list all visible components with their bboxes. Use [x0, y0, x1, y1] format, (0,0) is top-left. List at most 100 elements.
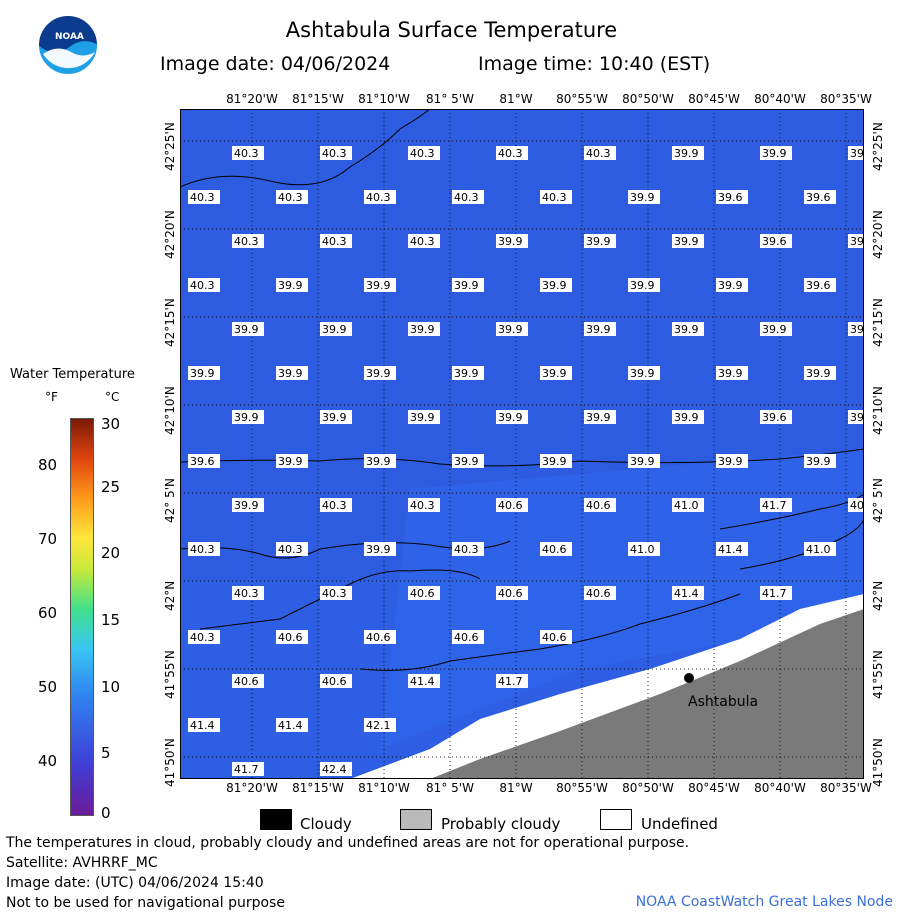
city-label: Ashtabula: [688, 694, 758, 710]
temp-label: 39.9: [762, 147, 787, 160]
temp-label: 40.3: [542, 191, 567, 204]
temp-label: 39.9: [234, 499, 259, 512]
temp-label: 39.9: [322, 323, 347, 336]
temp-label: 39: [850, 323, 864, 336]
latitude-label: 42°25'N: [163, 122, 177, 171]
image-time: Image time: 10:40 (EST): [478, 53, 711, 75]
temp-label-bg: [804, 542, 836, 556]
land-area: [430, 609, 864, 779]
longitude-label: 80°55'W: [556, 92, 608, 106]
temp-label-bg: [540, 454, 572, 468]
temp-label: 40.6: [278, 631, 303, 644]
legend-c-tick: 10: [101, 678, 121, 696]
legend-f-tick: 50: [38, 678, 58, 696]
credit-link[interactable]: NOAA CoastWatch Great Lakes Node: [635, 894, 893, 910]
temp-label-bg: [276, 190, 308, 204]
longitude-label: 81°10'W: [358, 92, 410, 106]
ashtabula-marker: [684, 673, 694, 683]
probably-cloudy-swatch: [400, 809, 432, 830]
temp-label-bg: [452, 366, 484, 380]
footer-disclaimer: The temperatures in cloud, probably clou…: [6, 835, 690, 851]
temp-label: 40.6: [366, 631, 391, 644]
latitude-label: 41°50'N: [163, 738, 177, 787]
temp-label: 39.9: [586, 323, 611, 336]
temp-label-bg: [716, 366, 748, 380]
temp-label: 40.3: [322, 147, 347, 160]
latitude-label: 42°15'N: [871, 298, 885, 347]
temp-label-bg: [540, 630, 572, 644]
temp-label: 39.9: [498, 411, 523, 424]
footer-image-date: Image date: (UTC) 04/06/2024 15:40: [6, 875, 264, 891]
temp-label: 39.9: [718, 455, 743, 468]
latitude-label: 42°15'N: [163, 298, 177, 347]
temp-label-bg: [804, 366, 836, 380]
temp-label: 39: [850, 147, 864, 160]
temp-label-bg: [276, 454, 308, 468]
longitude-label: 80°35'W: [820, 781, 872, 795]
temp-label-bg: [232, 586, 264, 600]
temp-label: 41.0: [630, 543, 655, 556]
temp-label-bg: [716, 190, 748, 204]
temp-label: 39.6: [806, 191, 831, 204]
temp-label-bg: [496, 674, 528, 688]
temp-label-bg: [408, 322, 440, 336]
temp-label: 39.9: [454, 455, 479, 468]
temp-label-bg: [232, 146, 264, 160]
legend-unit-c: °C: [105, 390, 120, 404]
temp-label-bg: [408, 674, 440, 688]
temp-label: 40.6: [322, 675, 347, 688]
temp-label: 40.6: [234, 675, 259, 688]
temp-label: 41.0: [806, 543, 831, 556]
temp-label: 39.9: [322, 411, 347, 424]
temp-label-bg: [320, 322, 352, 336]
temp-label-bg: [804, 454, 836, 468]
temp-label: 40.3: [278, 191, 303, 204]
temp-label: 41.7: [498, 675, 523, 688]
temp-label: 39.9: [586, 235, 611, 248]
legend-f-tick: 60: [38, 604, 58, 622]
temp-label: 40.3: [586, 147, 611, 160]
legend-c-tick: 25: [101, 478, 121, 496]
temp-label-bg: [496, 410, 528, 424]
noaa-logo: NOAA: [37, 14, 99, 76]
temp-label-bg: [320, 410, 352, 424]
temp-label: 39: [850, 411, 864, 424]
temp-label: 39.6: [806, 279, 831, 292]
temp-label-bg: [672, 234, 704, 248]
latitude-label: 42°20'N: [163, 210, 177, 259]
temp-label: 39.9: [234, 323, 259, 336]
temp-label-bg: [364, 190, 396, 204]
color-scale-bar: [70, 418, 94, 816]
temp-label: 41.7: [762, 587, 787, 600]
temp-label-bg: [452, 630, 484, 644]
temp-label-bg: [364, 542, 396, 556]
temp-label-bg: [584, 498, 616, 512]
temp-label: 39.9: [630, 191, 655, 204]
temp-label: 42.4: [322, 763, 347, 776]
temp-label-bg: [188, 454, 220, 468]
temperature-map[interactable]: 40.3 40.3 40.3 40.3 40.3 39.9 39.9 39 40.3 40.3 40…: [179, 108, 865, 783]
temp-label-bg: [540, 190, 572, 204]
temp-label: 39.9: [630, 367, 655, 380]
temp-label: 39.9: [278, 367, 303, 380]
temp-label-bg: [364, 278, 396, 292]
legend-c-tick: 15: [101, 611, 121, 629]
temp-label: 39.9: [366, 543, 391, 556]
temp-label-bg: [760, 498, 792, 512]
temp-label: 40.3: [322, 235, 347, 248]
temp-label: 41.4: [190, 719, 215, 732]
latitude-label: 42° 5'N: [871, 478, 885, 523]
temp-label: 39.6: [718, 191, 743, 204]
cloudy-swatch: [260, 809, 292, 830]
latitude-label: 42°10'N: [871, 386, 885, 435]
temp-label: 41.4: [278, 719, 303, 732]
cloudy-label: Cloudy: [300, 815, 352, 833]
temp-label: 39.9: [498, 323, 523, 336]
temp-label: 40.3: [410, 147, 435, 160]
temp-label-bg: [232, 762, 264, 776]
temp-label: 40.6: [410, 587, 435, 600]
temp-label-bg: [628, 366, 660, 380]
longitude-label: 80°40'W: [754, 781, 806, 795]
temp-label-bg: [848, 498, 864, 512]
temp-label-bg: [716, 278, 748, 292]
